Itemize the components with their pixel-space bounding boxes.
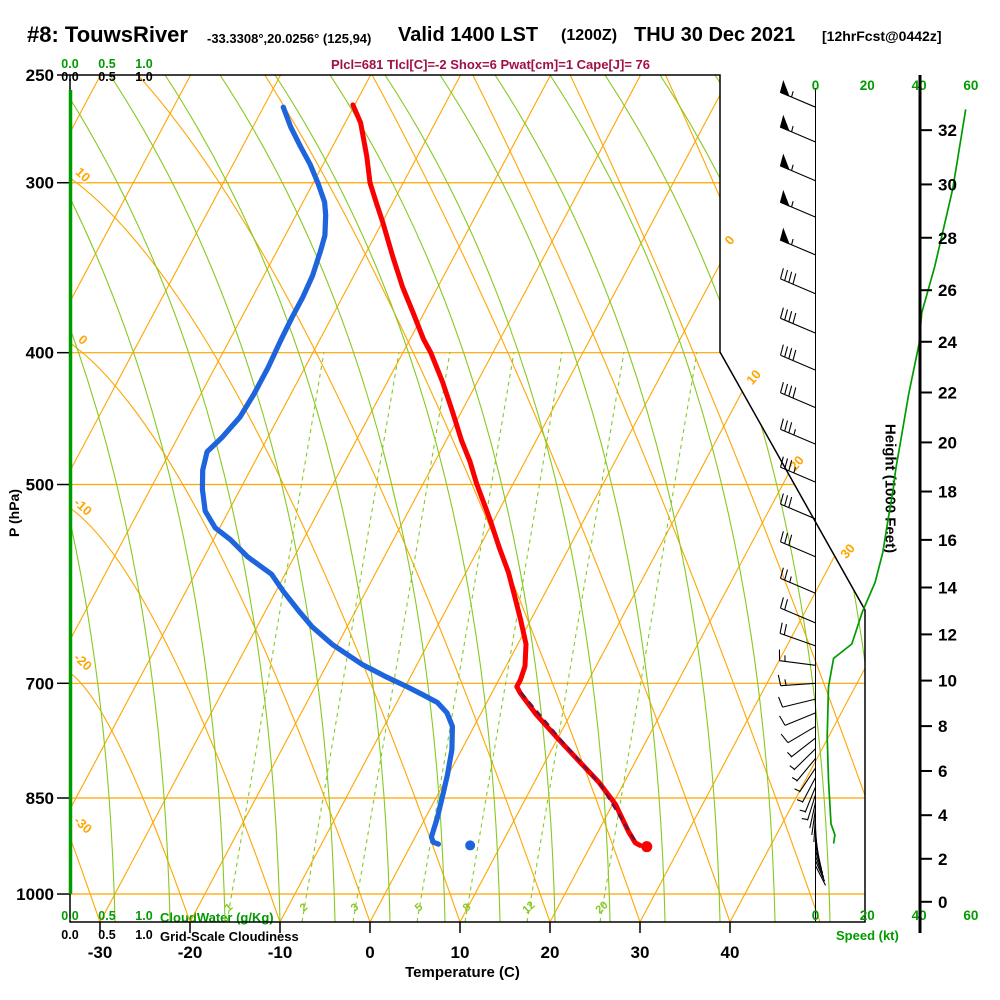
svg-text:300: 300 (26, 174, 54, 193)
parcel-path (519, 691, 638, 844)
svg-text:24: 24 (938, 333, 957, 352)
svg-text:5: 5 (413, 901, 426, 914)
svg-text:850: 850 (26, 789, 54, 808)
svg-text:0: 0 (365, 943, 374, 962)
svg-text:0.0: 0.0 (61, 928, 78, 942)
svg-text:30: 30 (837, 541, 858, 562)
svg-text:14: 14 (938, 578, 957, 597)
svg-text:60: 60 (963, 908, 978, 923)
svg-text:0.5: 0.5 (98, 909, 115, 923)
svg-text:30: 30 (938, 175, 957, 194)
svg-text:20: 20 (593, 899, 610, 916)
valid-time-zulu: (1200Z) (561, 27, 618, 44)
plot-border (69, 74, 866, 923)
svg-text:-10: -10 (268, 943, 293, 962)
svg-text:0: 0 (75, 332, 90, 348)
svg-text:10: 10 (451, 943, 470, 962)
surface-temperature-dot (641, 841, 653, 853)
svg-text:20: 20 (938, 433, 957, 452)
svg-text:500: 500 (26, 476, 54, 495)
svg-text:0.0: 0.0 (61, 909, 78, 923)
svg-text:18: 18 (938, 483, 957, 502)
svg-text:8: 8 (461, 901, 474, 914)
dewpoint-curve (199, 104, 455, 847)
svg-text:-10: -10 (71, 495, 95, 519)
svg-text:0.5: 0.5 (98, 928, 115, 942)
svg-text:-20: -20 (71, 650, 95, 674)
valid-time: Valid 1400 LST (398, 24, 539, 46)
svg-text:60: 60 (963, 78, 978, 93)
svg-text:-30: -30 (71, 813, 95, 837)
svg-text:16: 16 (938, 531, 957, 550)
wind-speed-axis-label: Speed (kt) (836, 928, 899, 943)
svg-text:22: 22 (938, 383, 957, 402)
wind-barbs (777, 79, 827, 886)
pressure-axis: 250 300 400 500 700 850 1000 (16, 66, 70, 904)
background-grid (70, 75, 865, 922)
svg-text:1.0: 1.0 (135, 70, 152, 84)
svg-text:40: 40 (721, 943, 740, 962)
svg-text:1.0: 1.0 (135, 928, 152, 942)
temperature-axis: -30 -20 -10 0 10 20 30 40 (88, 922, 740, 962)
svg-text:20: 20 (541, 943, 560, 962)
svg-text:32: 32 (938, 121, 957, 140)
svg-text:3: 3 (349, 901, 362, 914)
svg-text:1000: 1000 (16, 885, 54, 904)
svg-text:28: 28 (938, 229, 957, 248)
temperature-axis-label: Temperature (C) (405, 964, 520, 981)
station-coordinates: -33.3308°,20.0256° (125,94) (207, 31, 372, 46)
svg-text:26: 26 (938, 281, 957, 300)
svg-text:-30: -30 (88, 943, 113, 962)
surface-dewpoint-dot (465, 840, 476, 851)
svg-text:0.5: 0.5 (98, 70, 115, 84)
svg-text:-20: -20 (178, 943, 203, 962)
cloudiness-scale-label: Grid-Scale Cloudiness (160, 929, 299, 944)
mixing-ratio-labels: 1 2 3 5 8 12 20 (223, 899, 611, 916)
valid-date: THU 30 Dec 2021 (634, 24, 796, 46)
svg-text:0.0: 0.0 (61, 57, 78, 71)
svg-text:20: 20 (860, 908, 875, 923)
svg-text:10: 10 (938, 672, 957, 691)
svg-text:0.0: 0.0 (61, 70, 78, 84)
svg-text:2: 2 (938, 850, 947, 869)
svg-text:8: 8 (938, 717, 947, 736)
svg-text:4: 4 (938, 806, 948, 825)
svg-text:0.5: 0.5 (98, 57, 115, 71)
svg-text:0: 0 (938, 893, 947, 912)
station-title: #8: TouwsRiver (27, 22, 188, 47)
svg-text:30: 30 (631, 943, 650, 962)
cloud-scale-rows: 0.0 0.5 1.0 0.0 0.5 1.0 0.0 0.5 1.0 0.0 0.5 1.0 (61, 57, 152, 942)
svg-text:20: 20 (860, 78, 875, 93)
svg-text:1.0: 1.0 (135, 909, 152, 923)
svg-text:2: 2 (298, 901, 311, 914)
svg-text:250: 250 (26, 66, 54, 85)
svg-text:0: 0 (812, 908, 820, 923)
svg-text:0: 0 (721, 233, 737, 248)
forecast-tag: [12hrFcst@0442z] (822, 28, 942, 44)
svg-text:10: 10 (743, 367, 764, 388)
svg-text:12: 12 (938, 625, 957, 644)
svg-text:700: 700 (26, 674, 54, 693)
temperature-curve (350, 102, 643, 848)
sounding-indices: Plcl=681 Tlcl[C]=-2 Shox=6 Pwat[cm]=1 Ca… (331, 57, 651, 72)
svg-text:12: 12 (520, 899, 537, 916)
svg-text:1.0: 1.0 (135, 57, 152, 71)
svg-text:400: 400 (26, 344, 54, 363)
svg-text:6: 6 (938, 762, 947, 781)
svg-text:0: 0 (812, 78, 820, 93)
